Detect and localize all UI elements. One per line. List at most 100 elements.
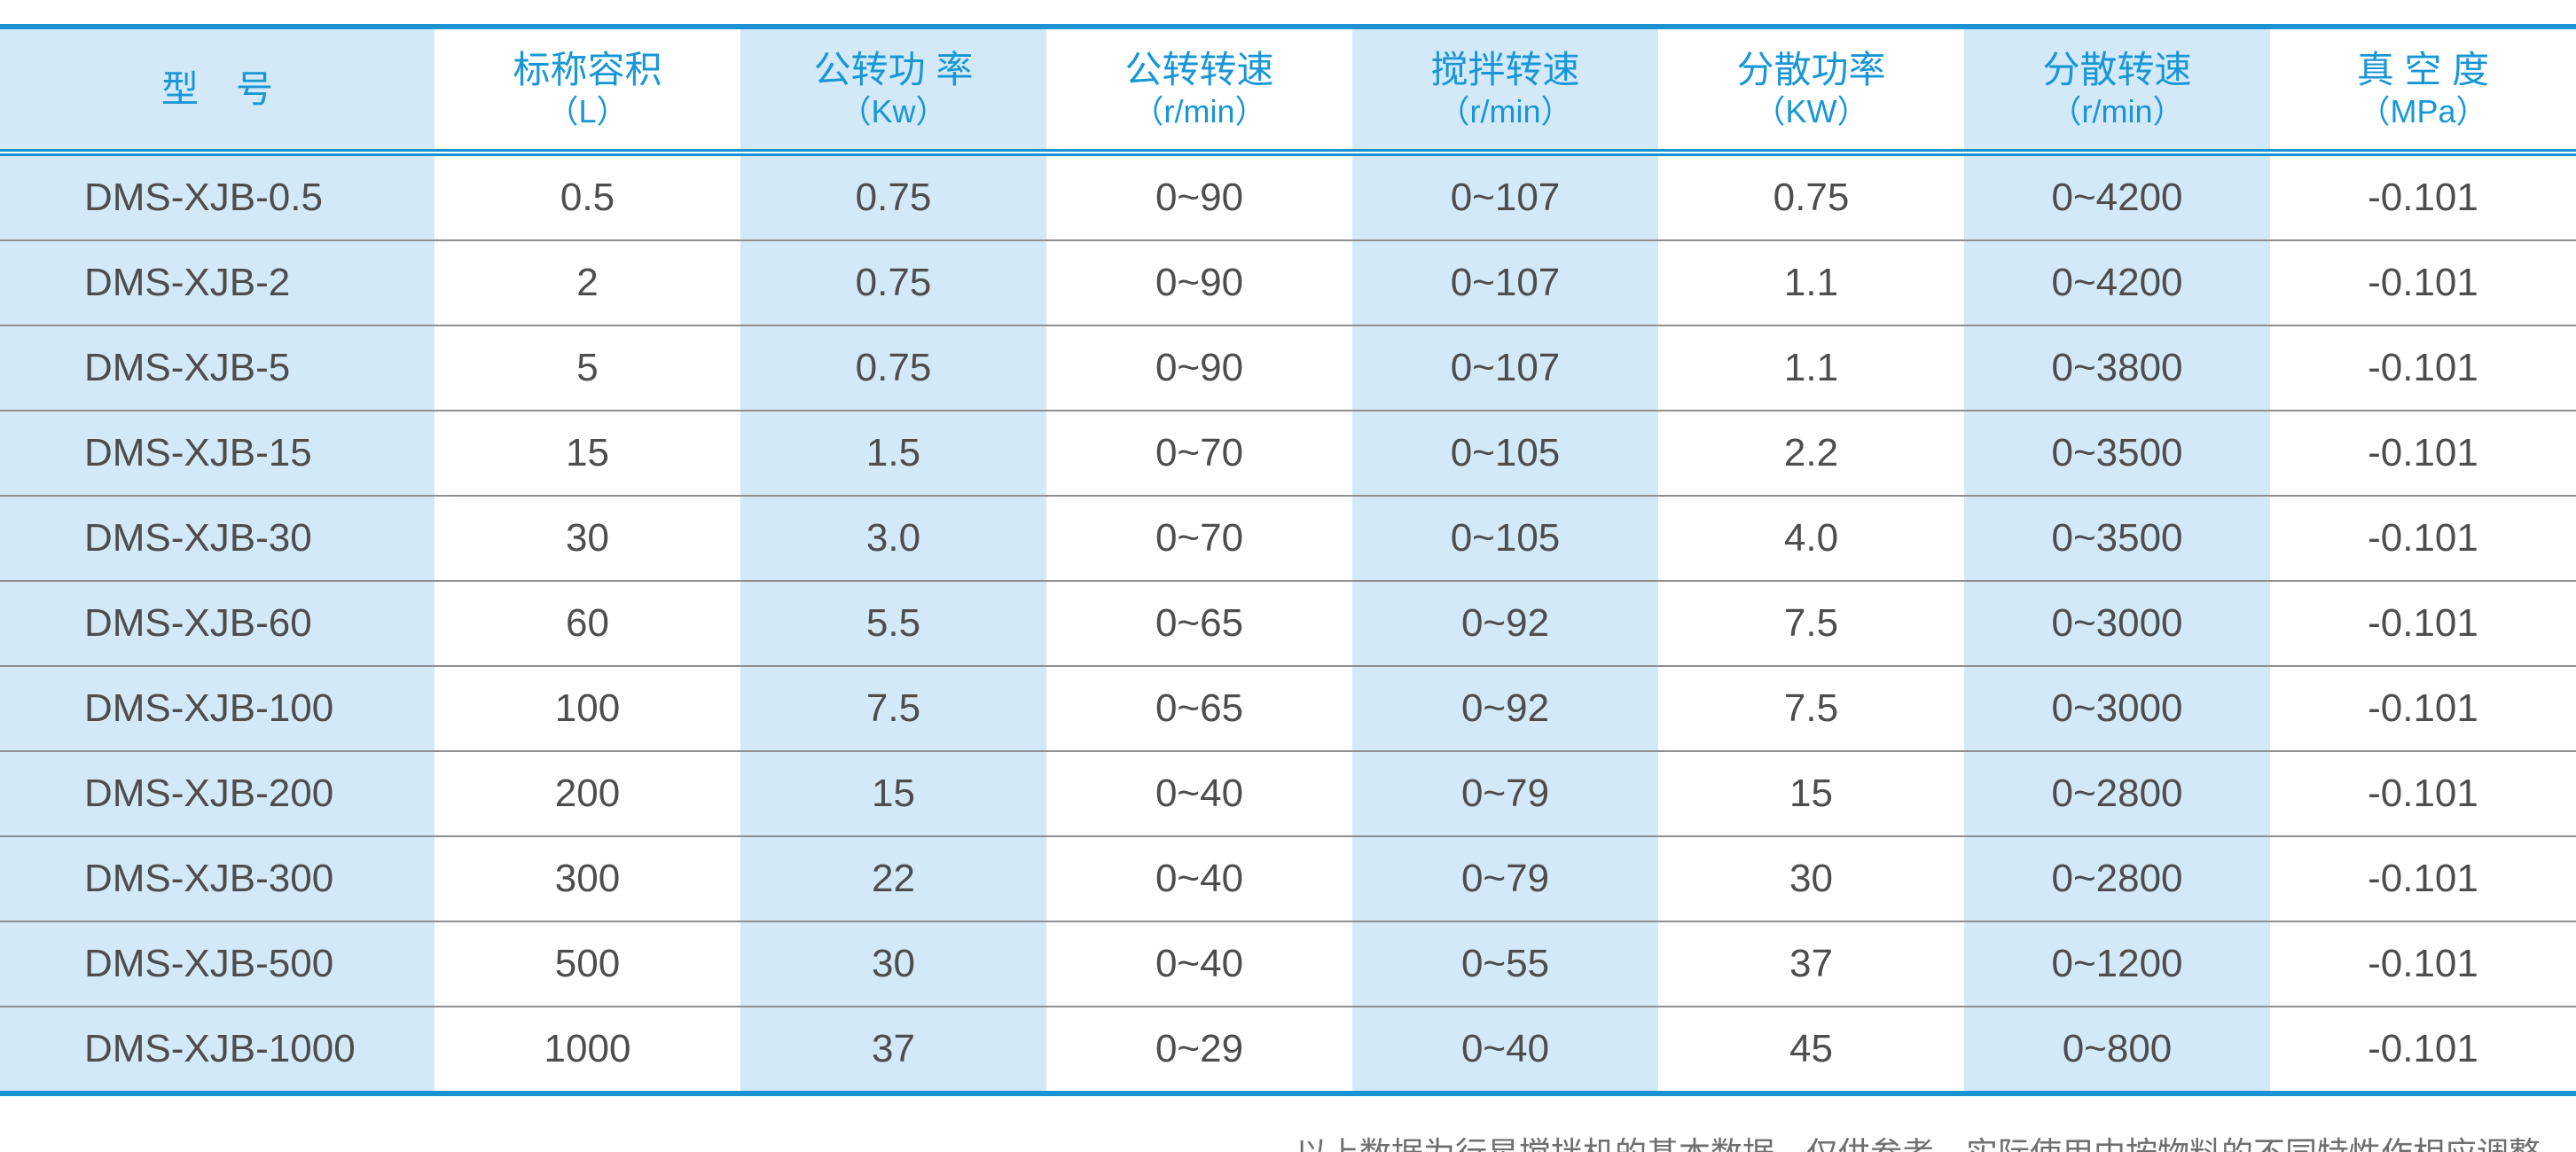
column-label: 分散功率 bbox=[1736, 48, 1886, 90]
column-unit: （Kw） bbox=[839, 93, 948, 130]
value-cell: 37 bbox=[1789, 942, 1833, 985]
column-header-1: 标称容积 （L） bbox=[435, 29, 740, 149]
value-cell: 1000 bbox=[544, 1027, 631, 1070]
value-cell: 0~92 bbox=[1352, 667, 1658, 750]
value-cell: 30 bbox=[566, 516, 609, 560]
column-header-5: 分散功率 （KW） bbox=[1658, 29, 1964, 149]
model-cell: DMS-XJB-100 bbox=[0, 667, 435, 750]
model-cell: DMS-XJB-2 bbox=[0, 241, 435, 325]
column-header-3: 公转转速 （r/min） bbox=[1046, 29, 1352, 149]
column-header-7: 真 空 度（MPa） bbox=[2270, 29, 2576, 149]
value-cell: 0~90 bbox=[1155, 176, 1244, 219]
value-cell: 22 bbox=[740, 837, 1046, 921]
value-cell: 0~40 bbox=[1155, 942, 1244, 985]
value-cell: 0~107 bbox=[1352, 241, 1658, 325]
value-cell: 0.75 bbox=[740, 241, 1046, 325]
value-cell: 0~107 bbox=[1352, 156, 1658, 239]
header-row: 型 号标称容积 （L） 公转功 率（Kw） 公转转速 （r/min） 搅拌转速 （r/min… bbox=[0, 29, 2576, 156]
column-unit: （MPa） bbox=[2358, 93, 2488, 130]
model-cell: DMS-XJB-15 bbox=[0, 411, 435, 495]
value-cell: 0~4200 bbox=[1964, 156, 2270, 239]
table-row: DMS-XJB-2 2 0.75 0~90 0~107 1.1 0~4200 -0.101 bbox=[0, 239, 2576, 325]
column-unit: （r/min） bbox=[2049, 93, 2185, 130]
value-cell: 0.75 bbox=[740, 156, 1046, 239]
value-cell: 15 bbox=[740, 752, 1046, 835]
value-cell: 0.75 bbox=[1773, 176, 1850, 219]
column-unit: （KW） bbox=[1753, 93, 1869, 130]
column-unit: （L） bbox=[546, 93, 629, 130]
model-cell: DMS-XJB-300 bbox=[0, 837, 435, 921]
value-cell: 4.0 bbox=[1783, 516, 1839, 560]
value-cell: 0~65 bbox=[1155, 686, 1244, 730]
value-cell: 0~3000 bbox=[1964, 582, 2270, 665]
table-row: DMS-XJB-300 300 22 0~40 0~79 30 0~2800 -0.101 bbox=[0, 835, 2576, 921]
model-cell: DMS-XJB-60 bbox=[0, 582, 435, 665]
value-cell: 0~29 bbox=[1155, 1027, 1244, 1070]
value-cell: 60 bbox=[566, 601, 609, 645]
spec-table: 型 号标称容积 （L） 公转功 率（Kw） 公转转速 （r/min） 搅拌转速 （r/min… bbox=[0, 24, 2576, 1096]
value-cell: 0~40 bbox=[1155, 857, 1244, 900]
value-cell: 0~800 bbox=[1964, 1007, 2270, 1091]
value-cell: 0~4200 bbox=[1964, 241, 2270, 325]
value-cell: 30 bbox=[1789, 857, 1833, 900]
table-row: DMS-XJB-60 60 5.5 0~65 0~92 7.5 0~3000 -0.101 bbox=[0, 580, 2576, 665]
value-cell: 0~3500 bbox=[1964, 497, 2270, 580]
value-cell: 3.0 bbox=[740, 497, 1046, 580]
value-cell: 30 bbox=[740, 922, 1046, 1006]
table-row: DMS-XJB-100 100 7.5 0~65 0~92 7.5 0~3000 -0.101 bbox=[0, 665, 2576, 750]
value-cell: -0.101 bbox=[2368, 601, 2478, 645]
table-row: DMS-XJB-500 500 30 0~40 0~55 37 0~1200 -0.101 bbox=[0, 921, 2576, 1006]
value-cell: 0~55 bbox=[1352, 922, 1658, 1006]
value-cell: 0.75 bbox=[740, 326, 1046, 410]
value-cell: 100 bbox=[554, 686, 621, 730]
table-row: DMS-XJB-200 200 15 0~40 0~79 15 0~2800 -0.101 bbox=[0, 750, 2576, 835]
value-cell: -0.101 bbox=[2368, 686, 2478, 730]
column-label: 标称容积 bbox=[513, 48, 662, 90]
value-cell: 1.5 bbox=[740, 411, 1046, 495]
value-cell: -0.101 bbox=[2368, 857, 2478, 900]
table-row: DMS-XJB-15 15 1.5 0~70 0~105 2.2 0~3500 -0.101 bbox=[0, 410, 2576, 495]
table-body: DMS-XJB-0.5 0.5 0.75 0~90 0~107 0.75 0~4200 -0.… bbox=[0, 156, 2576, 1091]
column-label: 公转功 率 bbox=[813, 48, 974, 90]
value-cell: 0~107 bbox=[1352, 326, 1658, 410]
value-cell: -0.101 bbox=[2368, 346, 2478, 389]
column-unit: （r/min） bbox=[1131, 93, 1267, 130]
value-cell: 37 bbox=[740, 1007, 1046, 1091]
value-cell: 45 bbox=[1789, 1027, 1833, 1070]
value-cell: 0~3800 bbox=[1964, 326, 2270, 410]
value-cell: 0~92 bbox=[1352, 582, 1658, 665]
value-cell: 0.5 bbox=[560, 176, 615, 219]
value-cell: 0~90 bbox=[1155, 346, 1244, 389]
table-row: DMS-XJB-5 5 0.75 0~90 0~107 1.1 0~3800 -0.101 bbox=[0, 325, 2576, 410]
value-cell: 0~70 bbox=[1155, 431, 1244, 474]
value-cell: 0~3500 bbox=[1964, 411, 2270, 495]
value-cell: 0~2800 bbox=[1964, 837, 2270, 921]
model-cell: DMS-XJB-500 bbox=[0, 922, 435, 1006]
value-cell: 7.5 bbox=[740, 667, 1046, 750]
value-cell: 200 bbox=[554, 772, 621, 815]
column-unit: （r/min） bbox=[1437, 93, 1573, 130]
value-cell: 0~2800 bbox=[1964, 752, 2270, 835]
value-cell: 2.2 bbox=[1783, 431, 1839, 474]
column-header-0: 型 号 bbox=[0, 29, 435, 149]
column-header-6: 分散转速 （r/min） bbox=[1964, 29, 2270, 149]
column-label: 公转转速 bbox=[1124, 48, 1274, 90]
value-cell: -0.101 bbox=[2368, 261, 2478, 304]
value-cell: -0.101 bbox=[2368, 516, 2478, 560]
model-cell: DMS-XJB-5 bbox=[0, 326, 435, 410]
column-header-2: 公转功 率（Kw） bbox=[740, 29, 1046, 149]
value-cell: 0~79 bbox=[1352, 837, 1658, 921]
value-cell: 0~65 bbox=[1155, 601, 1244, 645]
value-cell: 500 bbox=[554, 942, 621, 985]
model-cell: DMS-XJB-30 bbox=[0, 497, 435, 580]
value-cell: 0~90 bbox=[1155, 261, 1244, 304]
value-cell: 0~105 bbox=[1352, 497, 1658, 580]
value-cell: 0~79 bbox=[1352, 752, 1658, 835]
value-cell: 0~3000 bbox=[1964, 667, 2270, 750]
value-cell: 0~40 bbox=[1155, 772, 1244, 815]
footnote: 以上数据为行星搅拌机的基本数据，仅供参考，实际使用中按物料的不同特性作相应调整。 bbox=[0, 1128, 2576, 1152]
value-cell: 2 bbox=[576, 261, 599, 304]
value-cell: 5 bbox=[576, 346, 599, 389]
value-cell: 300 bbox=[554, 857, 621, 900]
